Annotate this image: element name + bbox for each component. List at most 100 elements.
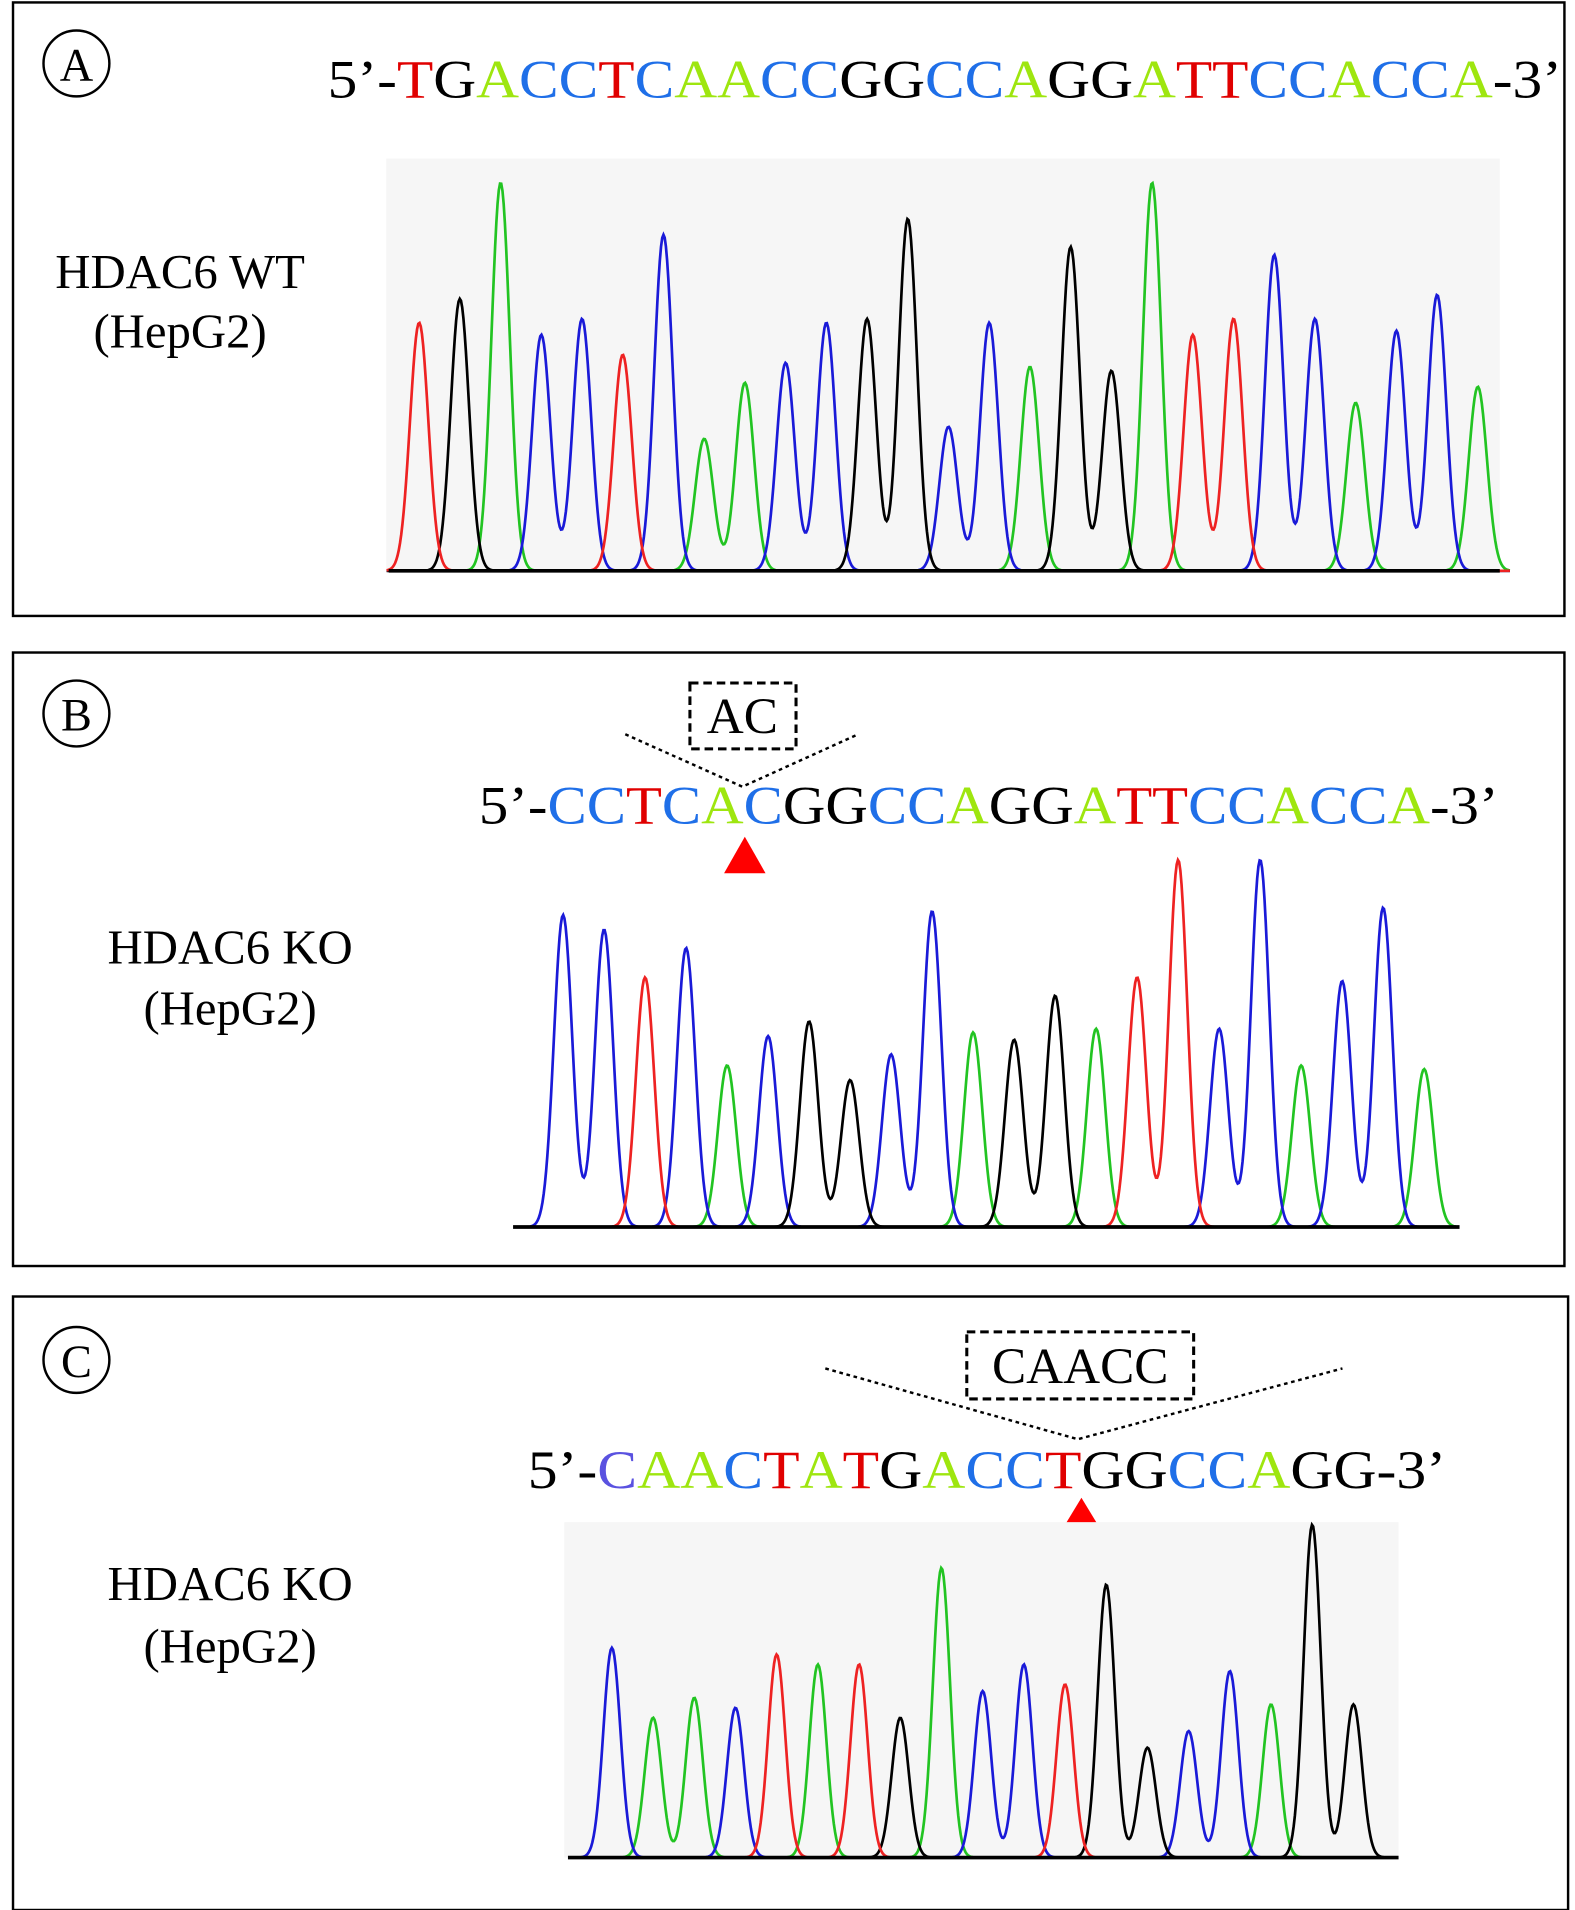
base-C: C: [744, 775, 783, 835]
base-C: C: [1309, 775, 1348, 835]
panel-a: A HDAC6 WT (HepG2) 5’- TGACCTCAACCGGCCAGG…: [11, 1, 1566, 618]
base-C: C: [800, 50, 840, 110]
panel-c-insertion-text: CAACC: [992, 1338, 1168, 1395]
panel-a-badge-letter: A: [60, 40, 94, 91]
base-C: C: [1288, 50, 1328, 110]
base-C: C: [965, 1440, 1005, 1500]
base-C: C: [1227, 775, 1266, 835]
panel-b-insertion-lines: [624, 733, 859, 789]
base-C: C: [1410, 50, 1450, 110]
base-G: G: [989, 775, 1031, 835]
base-C: C: [1168, 1440, 1208, 1500]
base-G: G: [1290, 1440, 1333, 1500]
panel-b-badge: [42, 679, 111, 748]
base-C: C: [925, 50, 965, 110]
base-A: A: [637, 1440, 680, 1500]
panel-c-label-line1: HDAC6 KO: [108, 1557, 353, 1611]
base-A: A: [1267, 775, 1310, 835]
panel-c-chromatogram-bg: [564, 1522, 1399, 1858]
sequence-prefix: 5’-: [328, 50, 397, 110]
panel-c-badge-letter: C: [61, 1337, 92, 1388]
panel-a-label-line1: HDAC6 WT: [55, 245, 305, 299]
base-A: A: [1004, 50, 1047, 110]
base-G: G: [825, 775, 867, 835]
panel-c-frame: [11, 1295, 1570, 1910]
base-T: T: [1116, 775, 1152, 835]
base-C: C: [1371, 50, 1411, 110]
base-T: T: [598, 50, 634, 110]
base-A: A: [680, 1440, 723, 1500]
panel-c-insertion-box: [965, 1330, 1196, 1401]
base-A: A: [1247, 1440, 1290, 1500]
base-C: C: [1005, 1440, 1045, 1500]
base-G: G: [839, 50, 882, 110]
base-A: A: [701, 775, 744, 835]
base-A: A: [922, 1440, 965, 1500]
base-C: C: [1207, 1440, 1247, 1500]
base-A: A: [1074, 775, 1117, 835]
panel-a-sequence: 5’- TGACCTCAACCGGCCAGGATTCCACCA-3’: [328, 50, 1562, 110]
base-T: T: [1212, 50, 1248, 110]
base-C: C: [519, 50, 559, 110]
base-G: G: [879, 1440, 922, 1500]
base-C: C: [965, 50, 1005, 110]
base-G: G: [1333, 1440, 1376, 1500]
panel-b-mutation-marker: [724, 836, 766, 874]
panel-c-sequence: 5’- CAACTATGACCTGGCCAGG-3’: [528, 1440, 1446, 1500]
sequence-prefix: 5’-: [479, 775, 548, 835]
base-A: A: [476, 50, 519, 110]
panel-b: B HDAC6 KO (HepG2) AC 5’- CCTCACGGCCAGGAT…: [11, 651, 1566, 1268]
base-A: A: [946, 775, 989, 835]
base-G: G: [882, 50, 925, 110]
base-C: C: [723, 1440, 763, 1500]
base-A: A: [800, 1440, 843, 1500]
panel-b-label-line1: HDAC6 KO: [108, 921, 353, 975]
panel-a-label-line2: (HepG2): [93, 305, 266, 359]
trace-C: [578, 1645, 1387, 1859]
sequence-suffix: -3’: [1493, 50, 1562, 110]
sequence-prefix: 5’-: [528, 1440, 598, 1500]
sequence-suffix: -3’: [1377, 1440, 1447, 1500]
sequence-suffix: -3’: [1430, 775, 1499, 835]
base-A: A: [1328, 50, 1371, 110]
base-A: A: [674, 50, 717, 110]
panel-a-badge: [42, 29, 111, 98]
base-G: G: [1047, 50, 1090, 110]
base-C: C: [559, 50, 599, 110]
base-C: C: [868, 775, 907, 835]
panel-b-chromatogram: [529, 856, 1457, 1229]
base-C: C: [1348, 775, 1387, 835]
panel-c-badge: [42, 1325, 111, 1395]
base-A: A: [1133, 50, 1176, 110]
base-G: G: [1031, 775, 1073, 835]
base-T: T: [843, 1440, 879, 1500]
base-G: G: [1090, 50, 1133, 110]
base-T: T: [397, 50, 433, 110]
panel-b-sequence: 5’- CCTCACGGCCAGGATTCCACCA-3’: [479, 775, 1499, 835]
base-G: G: [783, 775, 825, 835]
base-C: C: [597, 1440, 637, 1500]
base-G: G: [1125, 1440, 1168, 1500]
trace-C: [529, 858, 1456, 1229]
base-C: C: [548, 775, 587, 835]
panel-b-insertion-box: [688, 681, 798, 751]
base-T: T: [1045, 1440, 1081, 1500]
trace-C: [386, 231, 1510, 573]
base-C: C: [1248, 50, 1288, 110]
base-C: C: [907, 775, 946, 835]
panel-c: C HDAC6 KO (HepG2) CAACC 5’- CAACTATGACCT…: [11, 1295, 1570, 1910]
base-G: G: [1081, 1440, 1124, 1500]
panel-a-frame: [11, 1, 1566, 618]
trace-A: [530, 1026, 1457, 1229]
panel-b-badge-letter: B: [61, 691, 92, 742]
panel-b-frame: [11, 651, 1566, 1268]
base-A: A: [1450, 50, 1493, 110]
base-T: T: [763, 1440, 799, 1500]
panel-b-label-line2: (HepG2): [143, 982, 316, 1036]
base-C: C: [635, 50, 675, 110]
panel-c-label-line2: (HepG2): [143, 1619, 316, 1673]
panel-b-insertion-text: AC: [707, 688, 778, 745]
base-T: T: [1152, 775, 1188, 835]
base-A: A: [717, 50, 760, 110]
